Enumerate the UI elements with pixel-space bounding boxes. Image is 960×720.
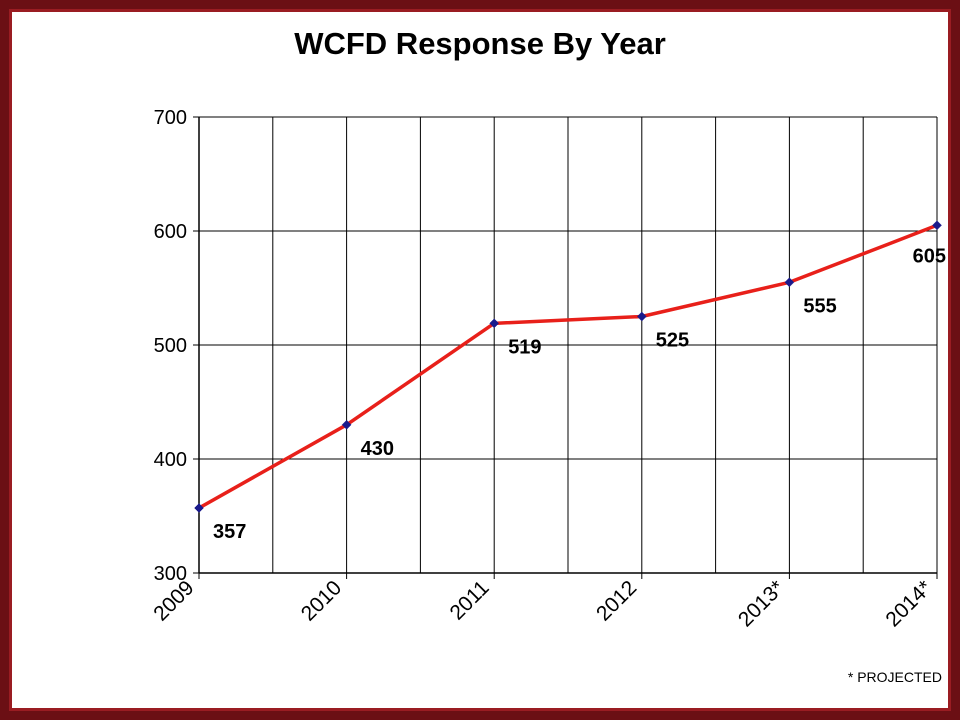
x-tick-label: 2010 bbox=[297, 576, 346, 625]
data-point bbox=[194, 503, 204, 513]
y-tick-label: 400 bbox=[154, 449, 187, 471]
x-tick-label: 2014* bbox=[881, 576, 936, 631]
projected-footnote: * PROJECTED bbox=[847, 669, 942, 685]
data-point bbox=[489, 318, 500, 329]
x-tick-label: 2012 bbox=[592, 576, 641, 625]
data-label: 525 bbox=[656, 330, 689, 352]
series-line bbox=[198, 223, 938, 510]
y-tick-label: 700 bbox=[154, 107, 187, 129]
data-point bbox=[341, 419, 352, 430]
x-axis-ticks: 2009 2010 2011 2012 2013* 2014* bbox=[149, 576, 936, 631]
y-tick-label: 500 bbox=[154, 335, 187, 357]
x-tick-label: 2013* bbox=[734, 576, 789, 631]
chart-title: WCFD Response By Year bbox=[294, 26, 666, 61]
data-label: 555 bbox=[803, 295, 836, 317]
chart-axes bbox=[193, 116, 938, 579]
data-point bbox=[636, 311, 647, 322]
y-tick-label: 300 bbox=[154, 563, 187, 585]
y-tick-label: 600 bbox=[154, 221, 187, 243]
data-labels: 357 430 519 525 555 605 bbox=[213, 245, 946, 543]
data-label: 430 bbox=[361, 438, 394, 460]
data-label: 519 bbox=[508, 336, 541, 358]
chart-grid bbox=[198, 116, 938, 574]
data-label: 357 bbox=[213, 521, 246, 543]
series-layer bbox=[194, 220, 942, 513]
y-axis-ticks: 300 400 500 600 700 bbox=[154, 107, 187, 585]
data-point bbox=[784, 277, 795, 288]
x-tick-label: 2011 bbox=[446, 576, 494, 624]
data-point bbox=[932, 220, 942, 231]
data-label: 605 bbox=[913, 245, 946, 267]
